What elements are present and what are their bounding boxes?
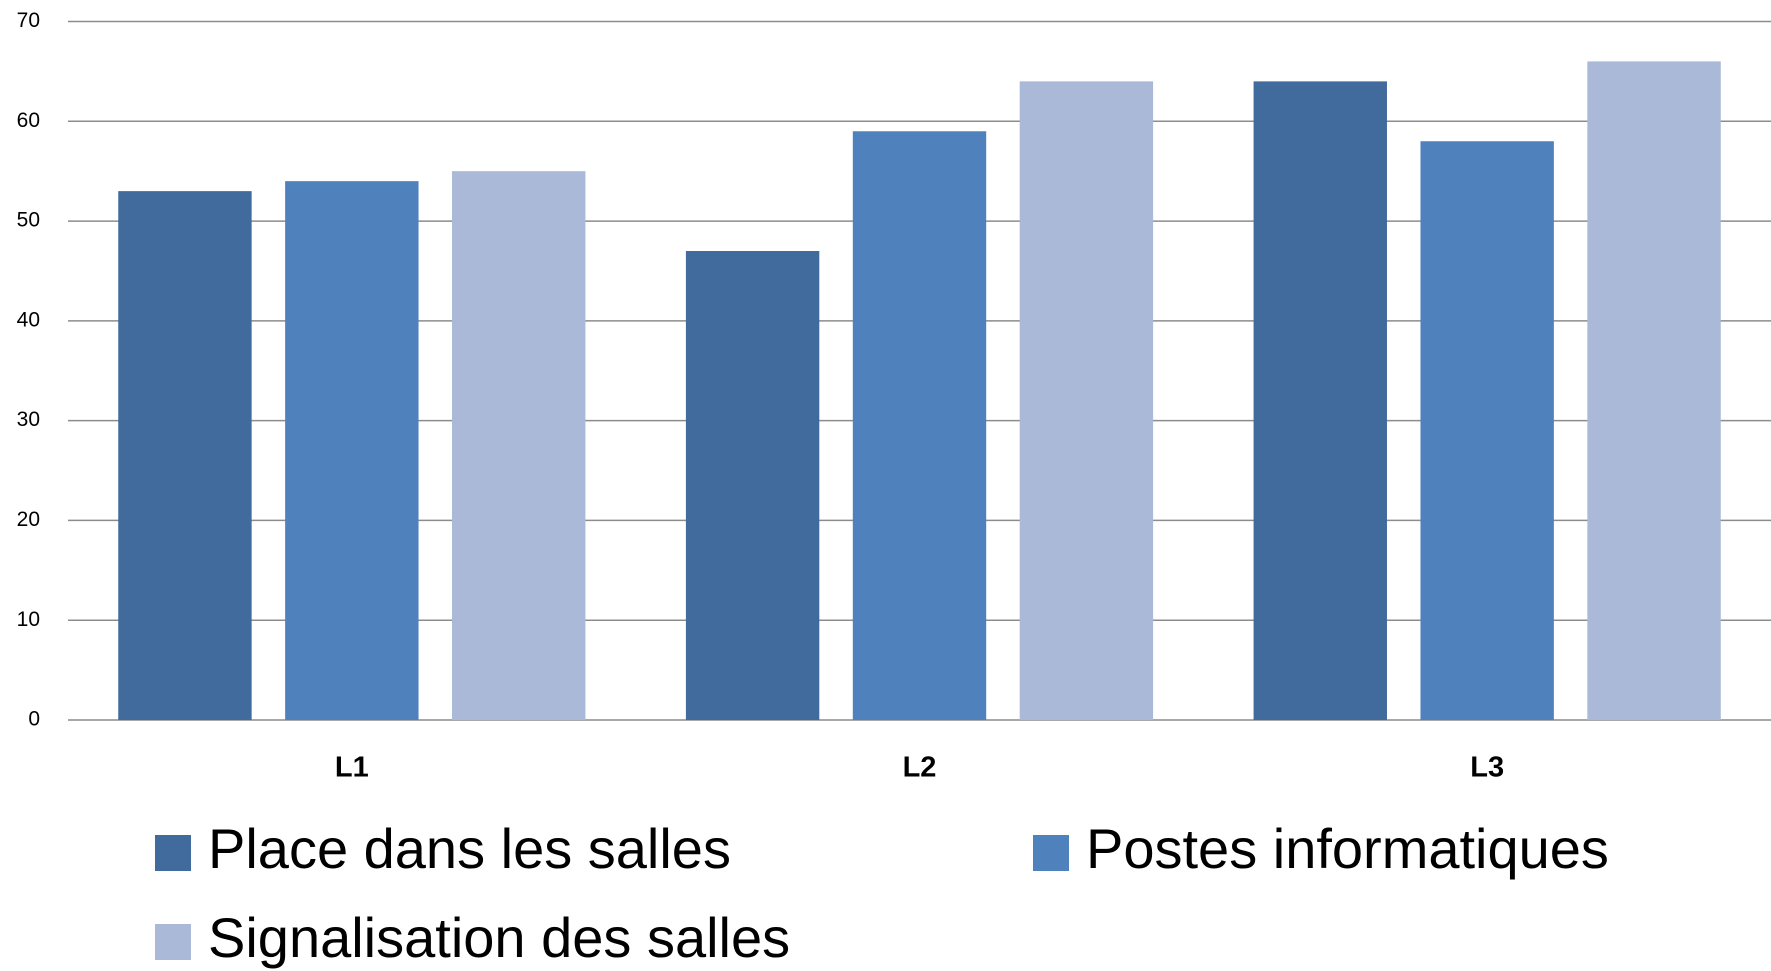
bar xyxy=(452,171,586,720)
y-tick-label: 70 xyxy=(17,9,40,32)
y-tick-label: 50 xyxy=(17,209,40,232)
y-tick-label: 20 xyxy=(17,508,40,531)
x-tick-label: L2 xyxy=(903,752,937,784)
y-tick-label: 10 xyxy=(17,608,40,631)
y-tick-label: 0 xyxy=(28,708,40,731)
legend-swatch xyxy=(1033,835,1069,871)
legend-swatch xyxy=(155,835,191,871)
bar xyxy=(118,191,252,720)
legend-swatch xyxy=(155,924,191,960)
bar xyxy=(685,251,820,720)
legend-label: Postes informatiques xyxy=(1086,817,1609,880)
y-tick-label: 60 xyxy=(17,109,40,132)
legend-label: Place dans les salles xyxy=(208,817,731,880)
bar xyxy=(852,131,987,720)
bar xyxy=(285,181,419,720)
bar xyxy=(1587,61,1721,720)
x-tick-label: L3 xyxy=(1470,752,1504,784)
bar xyxy=(1019,81,1154,720)
y-tick-label: 40 xyxy=(17,308,40,331)
bar xyxy=(1253,81,1387,720)
x-tick-label: L1 xyxy=(335,752,369,784)
bar xyxy=(1420,141,1554,720)
legend-label: Signalisation des salles xyxy=(208,906,790,969)
y-tick-label: 30 xyxy=(17,408,40,431)
